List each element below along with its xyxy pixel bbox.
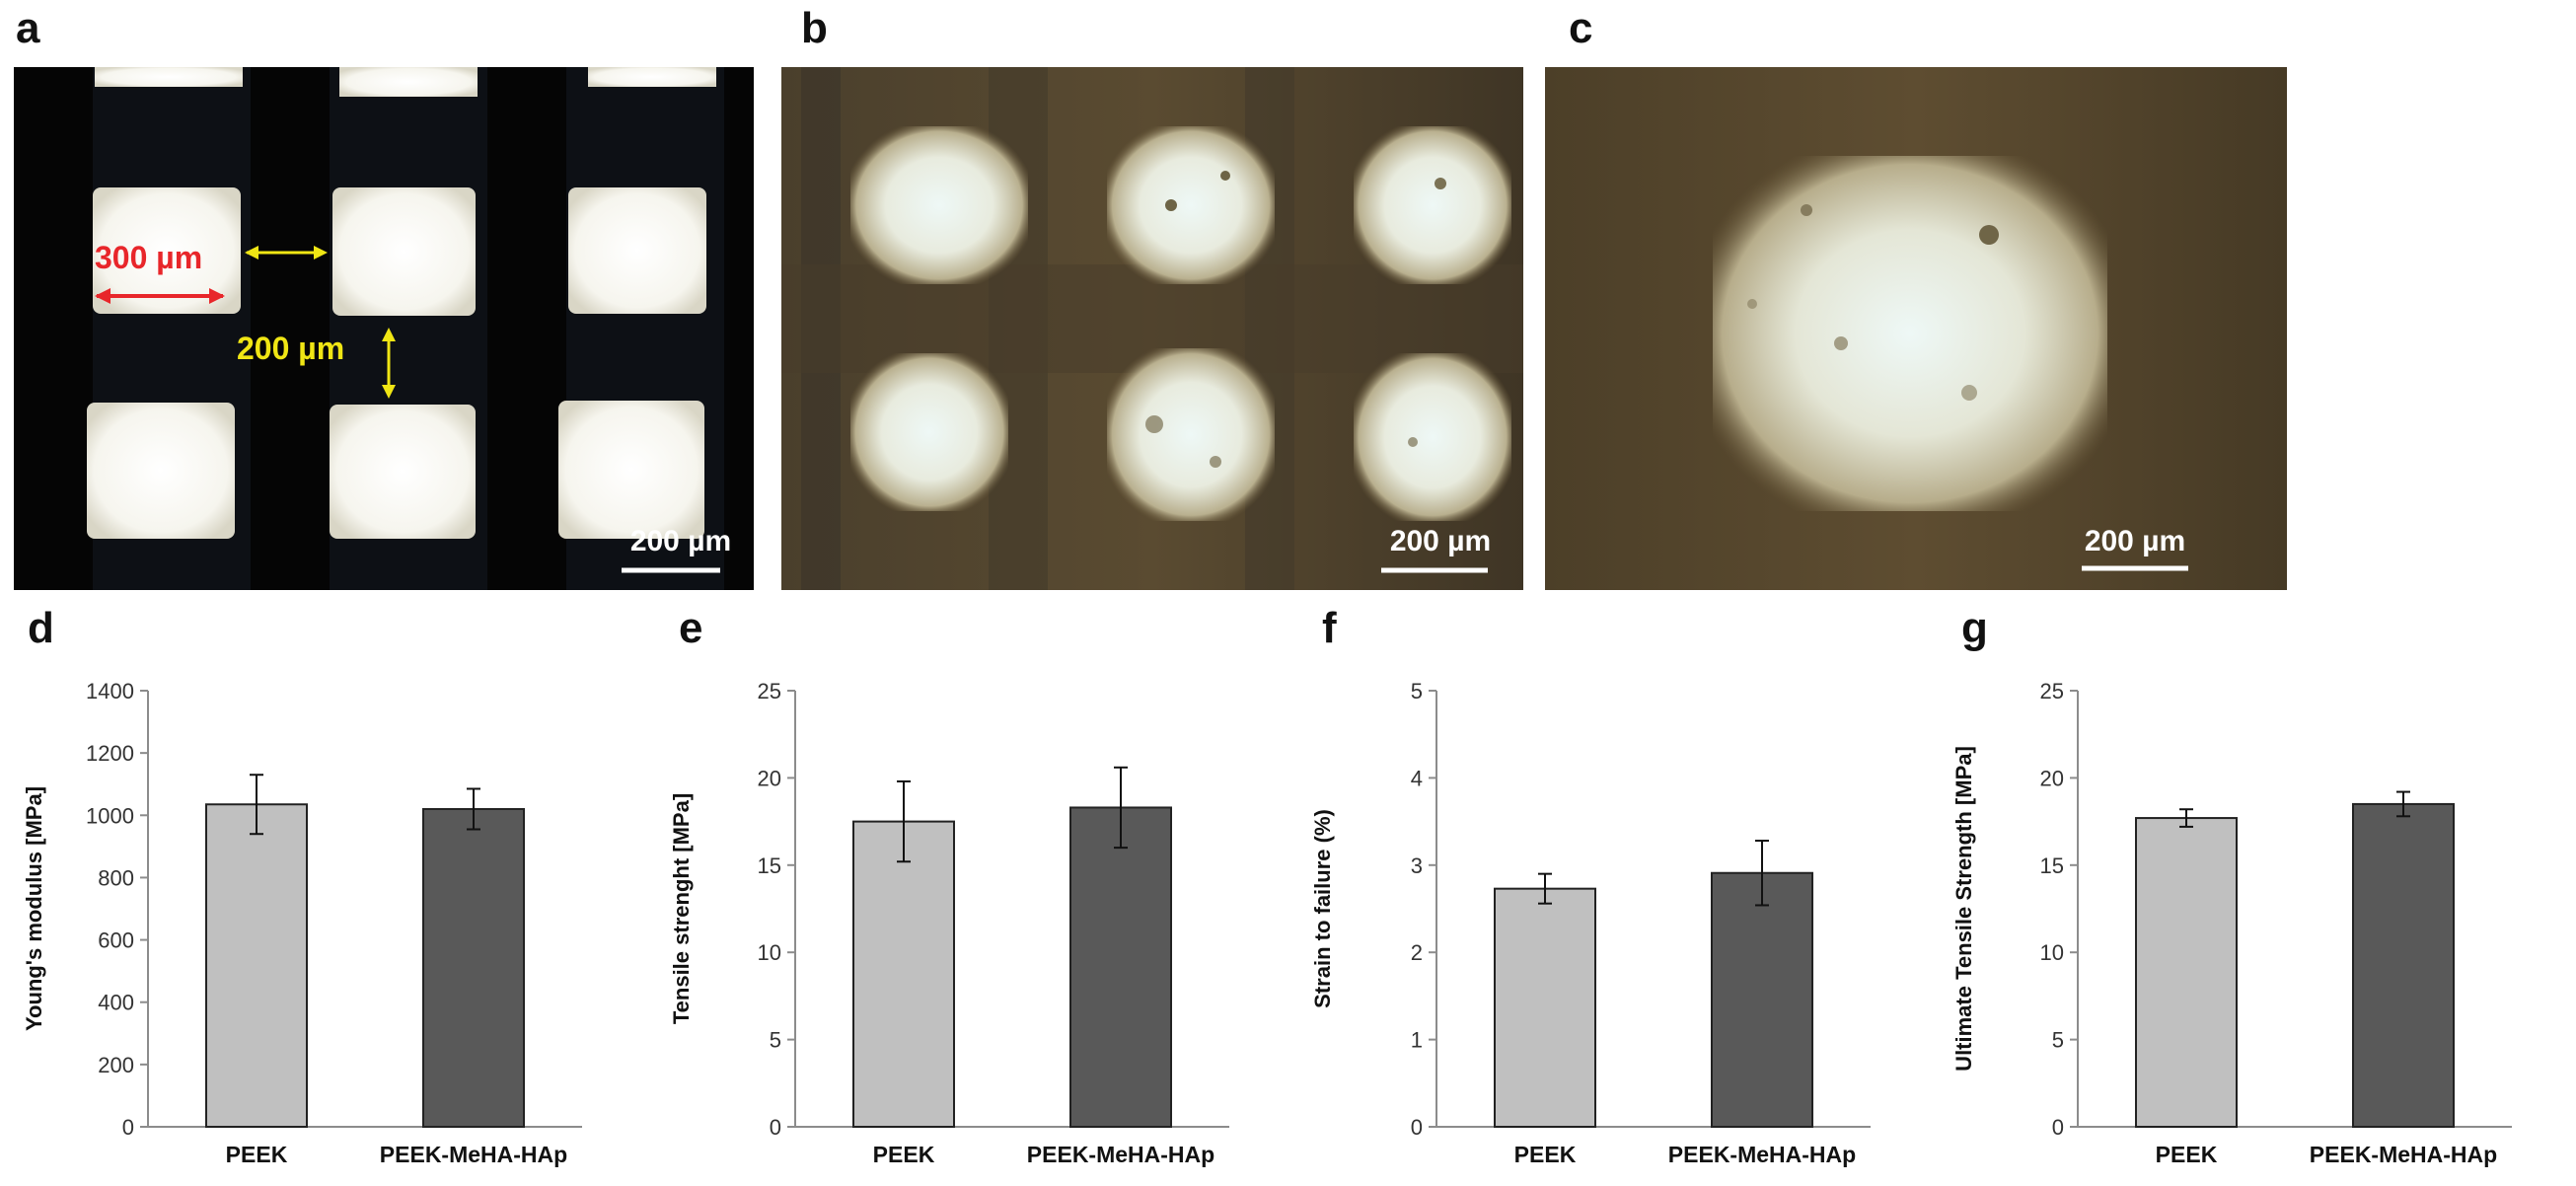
bar [1711,871,1813,1128]
category-label: PEEK [226,1142,288,1167]
y-tick-label: 5 [1411,679,1423,704]
y-tick-label: 15 [758,853,781,878]
y-tick-label: 20 [2040,766,2064,790]
y-tick-label: 800 [98,865,134,890]
y-tick-label: 5 [2052,1028,2064,1053]
y-tick-label: 25 [2040,679,2064,704]
bar [1494,887,1596,1128]
y-tick-label: 0 [122,1115,134,1140]
y-axis-label: Tensile strenght [MPa] [669,793,694,1024]
y-tick-label: 1000 [86,803,134,828]
chart-svg: 0 1 2 3 4 5 Strain to failure (%) PEEK PEEK-MeHA… [1310,679,1871,1167]
category-label: PEEK-MeHA-HAp [380,1142,567,1167]
y-tick-label: 200 [98,1053,134,1077]
y-tick-label: 15 [2040,853,2064,878]
y-tick-label: 3 [1411,853,1423,878]
category-label: PEEK-MeHA-HAp [1027,1142,1214,1167]
micrograph-c: 200 µm [1545,67,2287,590]
chart-svg: 0 200 400 600 800 1000 1200 1400 Young's modulus… [22,679,582,1167]
y-axis-label: Strain to failure (%) [1310,809,1335,1008]
bar [2135,817,2238,1128]
y-tick-label: 1200 [86,741,134,766]
y-tick-label: 20 [758,766,781,790]
y-tick-label: 600 [98,928,134,953]
chart-strain-to-failure: 0 1 2 3 4 5 Strain to failure (%) PEEK PEEK-MeHA… [1308,679,1920,1184]
category-label: PEEK [873,1142,935,1167]
panel-label-e: e [679,604,703,652]
bar [2352,802,2455,1128]
y-tick-label: 25 [758,679,781,704]
category-label: PEEK [2156,1142,2218,1167]
y-axis-label: Young's modulus [MPa] [22,786,46,1031]
panel-label-g: g [1961,604,1988,652]
y-tick-label: 1400 [86,679,134,704]
panel-label-c: c [1569,4,1593,52]
panel-label-f: f [1322,604,1337,652]
bar [1069,806,1172,1128]
y-tick-label: 400 [98,991,134,1015]
scale-bar-label-a: 200 µm [630,525,731,557]
y-tick-label: 0 [1411,1115,1423,1140]
y-tick-label: 10 [2040,940,2064,965]
y-tick-label: 10 [758,940,781,965]
bar [422,807,525,1128]
y-tick-label: 2 [1411,940,1423,965]
bar [852,820,955,1128]
y-axis-label: Ultimate Tensile Strength [MPa] [1951,746,1976,1072]
category-label: PEEK-MeHA-HAp [1668,1142,1856,1167]
category-label: PEEK-MeHA-HAp [2310,1142,2497,1167]
y-tick-label: 0 [770,1115,781,1140]
chart-tensile-strength: 0 5 10 15 20 25 Tensile strenght [MPa] PEEK PEEK… [667,679,1279,1184]
chart-svg: 0 5 10 15 20 25 Tensile strenght [MPa] PEEK PEEK… [669,679,1229,1167]
chart-svg: 0 5 10 15 20 25 Ultimate Tensile Strength [MPa… [1951,679,2512,1167]
category-label: PEEK [1514,1142,1577,1167]
panel-label-b: b [801,4,828,52]
bar [205,803,308,1128]
panel-label-d: d [28,604,54,652]
scale-bar-label-c: 200 µm [2085,525,2185,557]
y-tick-label: 0 [2052,1115,2064,1140]
y-tick-label: 5 [770,1028,781,1053]
y-tick-label: 4 [1411,766,1423,790]
panel-label-a: a [16,4,40,52]
micrograph-b: 200 µm [781,67,1523,590]
scale-bar-label-b: 200 µm [1390,525,1491,557]
micrograph-a: 300 µm 200 µm 200 µm [14,67,754,590]
y-tick-label: 1 [1411,1028,1423,1053]
pore-size-label: 300 µm [95,240,202,275]
chart-ultimate-tensile-strength: 0 5 10 15 20 25 Ultimate Tensile Strength [MPa… [1950,679,2561,1184]
strut-size-label: 200 µm [237,331,344,366]
chart-youngs-modulus: 0 200 400 600 800 1000 1200 1400 Young's modulus… [20,679,631,1184]
